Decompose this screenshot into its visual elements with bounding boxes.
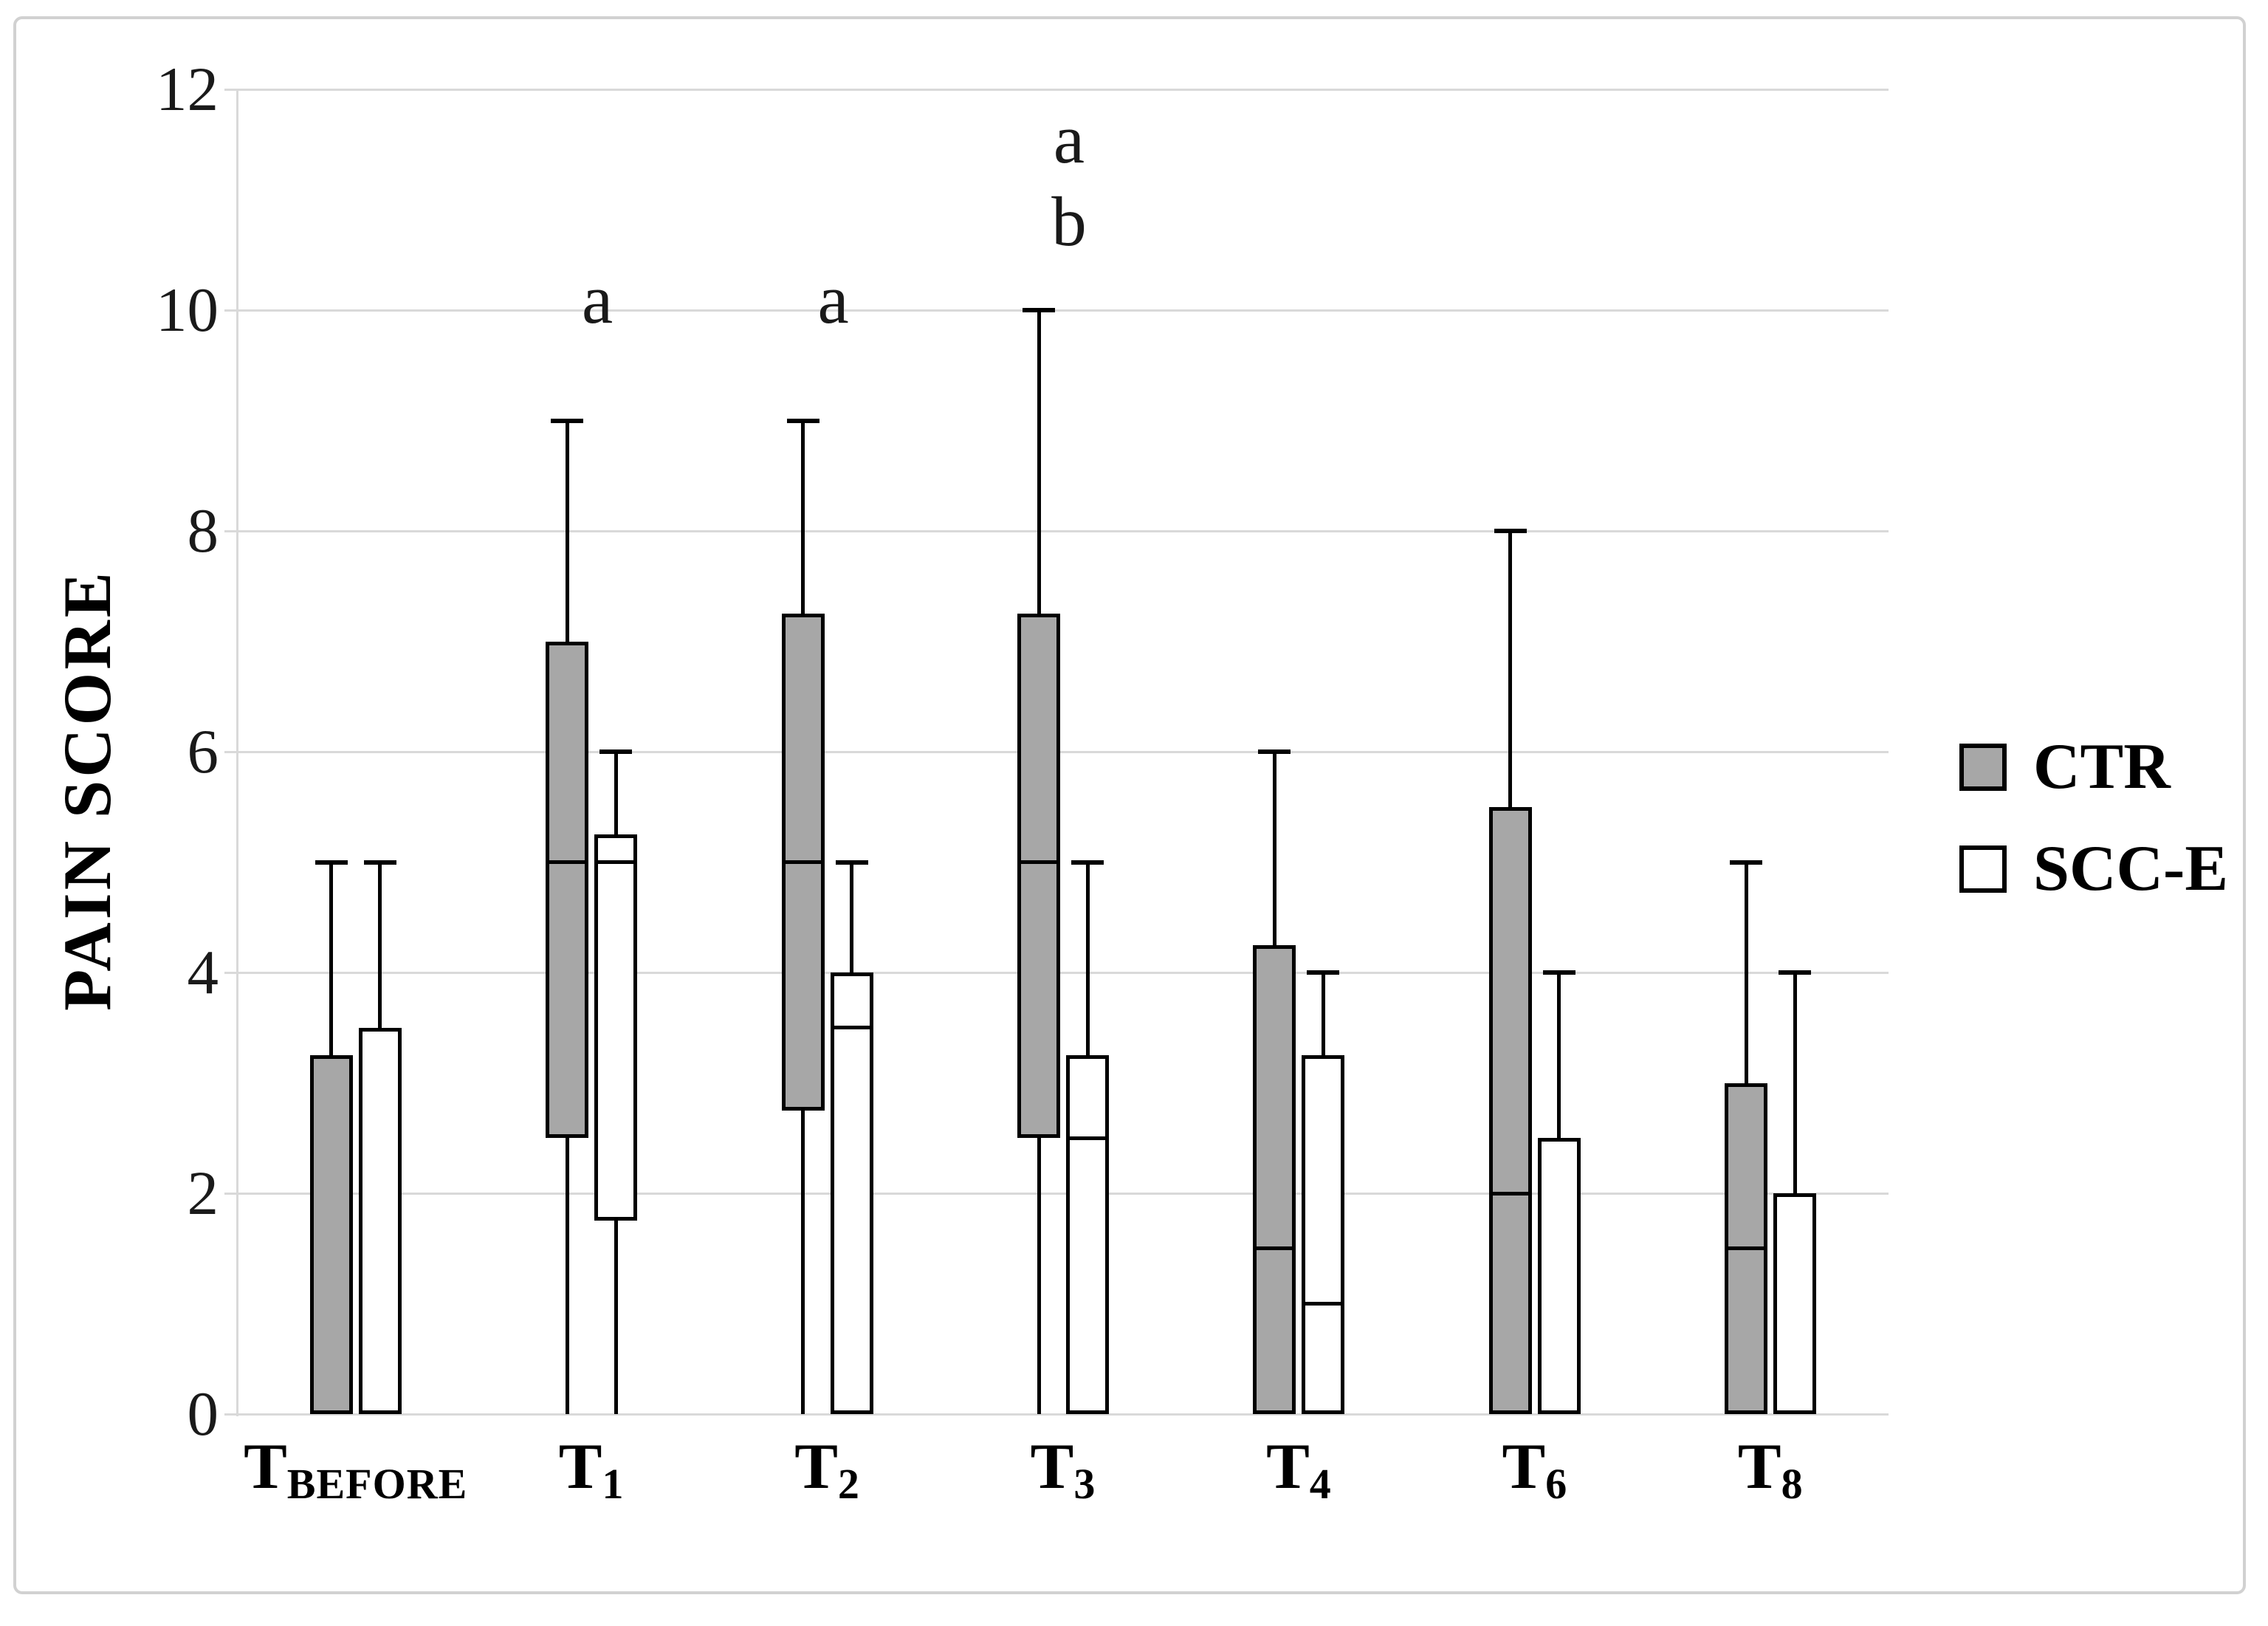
box-scce-t2 [830, 972, 873, 1414]
y-tick-label-12: 12 [156, 55, 219, 124]
median-ctr-t3 [1017, 860, 1060, 864]
whisker-cap-scce-t1 [599, 749, 633, 754]
ctr-swatch-icon [1959, 744, 2007, 791]
y-tick-8 [224, 529, 238, 532]
x-axis-label-t1: T1 [558, 1431, 625, 1508]
y-axis-line [236, 89, 238, 1416]
scce-swatch-icon [1959, 845, 2007, 893]
median-ctr-t2 [781, 860, 825, 864]
x-axis-label-t4: T4 [1266, 1431, 1332, 1508]
y-tick-label-10: 10 [156, 275, 219, 345]
x-axis-label-t8: T8 [1737, 1431, 1804, 1508]
box-scce-t6 [1537, 1138, 1581, 1414]
whisker-cap-ctr-t6 [1494, 529, 1527, 533]
whisker-cap-ctr-t8 [1730, 860, 1763, 865]
x-axis-label-t6: T6 [1502, 1431, 1568, 1508]
whisker-high-ctr-tbefore [329, 862, 334, 1056]
median-scce-t4 [1302, 1302, 1345, 1306]
whisker-low-ctr-t3 [1037, 1138, 1041, 1414]
legend-label-scce: SCC-E [2033, 833, 2229, 905]
median-scce-t2 [830, 1026, 873, 1030]
whisker-low-ctr-t1 [565, 1138, 569, 1414]
gridline-6 [238, 750, 1889, 753]
y-tick-label-6: 6 [187, 717, 219, 786]
median-ctr-t4 [1253, 1246, 1296, 1251]
x-axis-label-t3: T3 [1030, 1431, 1096, 1508]
y-tick-label-4: 4 [187, 938, 219, 1007]
whisker-high-scce-t4 [1321, 972, 1325, 1056]
whisker-high-scce-t3 [1085, 862, 1090, 1056]
whisker-high-ctr-t8 [1744, 862, 1748, 1083]
box-scce-t4 [1302, 1055, 1345, 1414]
whisker-cap-scce-t6 [1542, 970, 1575, 975]
gridline-8 [238, 529, 1889, 532]
whisker-cap-ctr-tbefore [315, 860, 348, 865]
box-ctr-tbefore [309, 1055, 353, 1414]
whisker-high-scce-t1 [614, 752, 618, 835]
whisker-cap-scce-t3 [1071, 860, 1104, 865]
y-tick-label-0: 0 [187, 1379, 219, 1449]
significance-letter-a-2: a [1053, 100, 1085, 179]
y-tick-0 [224, 1413, 238, 1416]
box-ctr-t4 [1253, 944, 1296, 1414]
whisker-low-scce-t1 [614, 1221, 618, 1414]
y-tick-label-2: 2 [187, 1159, 219, 1228]
median-ctr-t8 [1725, 1246, 1768, 1251]
whisker-high-scce-t6 [1557, 972, 1561, 1139]
whisker-high-scce-tbefore [378, 862, 382, 1028]
box-scce-t1 [594, 834, 638, 1221]
whisker-cap-scce-t2 [835, 860, 868, 865]
figure-border [13, 16, 2246, 1594]
gridline-12 [238, 88, 1889, 91]
median-ctr-t1 [546, 860, 589, 864]
y-tick-2 [224, 1192, 238, 1195]
box-scce-t8 [1773, 1193, 1817, 1414]
whisker-cap-scce-tbefore [363, 860, 396, 865]
y-tick-4 [224, 971, 238, 974]
y-tick-12 [224, 88, 238, 91]
whisker-low-ctr-t2 [801, 1110, 805, 1414]
gridline-10 [238, 309, 1889, 312]
significance-letter-a-0: a [582, 260, 614, 339]
whisker-high-ctr-t2 [801, 420, 805, 614]
box-ctr-t6 [1488, 806, 1532, 1414]
whisker-cap-ctr-t2 [786, 418, 819, 423]
gridline-2 [238, 1192, 1889, 1195]
y-tick-10 [224, 309, 238, 312]
whisker-cap-ctr-t1 [551, 418, 584, 423]
whisker-cap-ctr-t4 [1258, 749, 1291, 754]
whisker-high-scce-t2 [850, 862, 854, 972]
box-ctr-t3 [1017, 614, 1060, 1139]
whisker-cap-scce-t4 [1307, 970, 1340, 975]
x-axis-label-tbefore: TBEFORE [244, 1431, 468, 1508]
y-tick-label-8: 8 [187, 496, 219, 566]
y-tick-6 [224, 750, 238, 753]
box-scce-t3 [1066, 1055, 1109, 1414]
legend-label-ctr: CTR [2033, 731, 2171, 803]
box-scce-tbefore [358, 1027, 402, 1414]
whisker-cap-ctr-t3 [1023, 308, 1055, 312]
legend-item-ctr: CTR [1959, 735, 2171, 800]
gridline-4 [238, 971, 1889, 974]
legend-item-scce: SCC-E [1959, 837, 2228, 902]
gridline-0 [238, 1413, 1889, 1416]
whisker-high-ctr-t3 [1037, 310, 1041, 614]
median-scce-t3 [1066, 1136, 1109, 1140]
whisker-high-scce-t8 [1793, 972, 1797, 1193]
median-ctr-t6 [1488, 1191, 1532, 1196]
whisker-high-ctr-t6 [1508, 531, 1513, 807]
x-axis-label-t2: T2 [794, 1431, 860, 1508]
whisker-high-ctr-t4 [1272, 752, 1276, 945]
whisker-high-ctr-t1 [565, 420, 569, 642]
significance-letter-a-1: a [817, 260, 849, 339]
box-ctr-t1 [546, 641, 589, 1139]
median-scce-t1 [594, 860, 638, 864]
significance-letter-b-3: b [1051, 182, 1087, 261]
whisker-cap-scce-t8 [1779, 970, 1812, 975]
